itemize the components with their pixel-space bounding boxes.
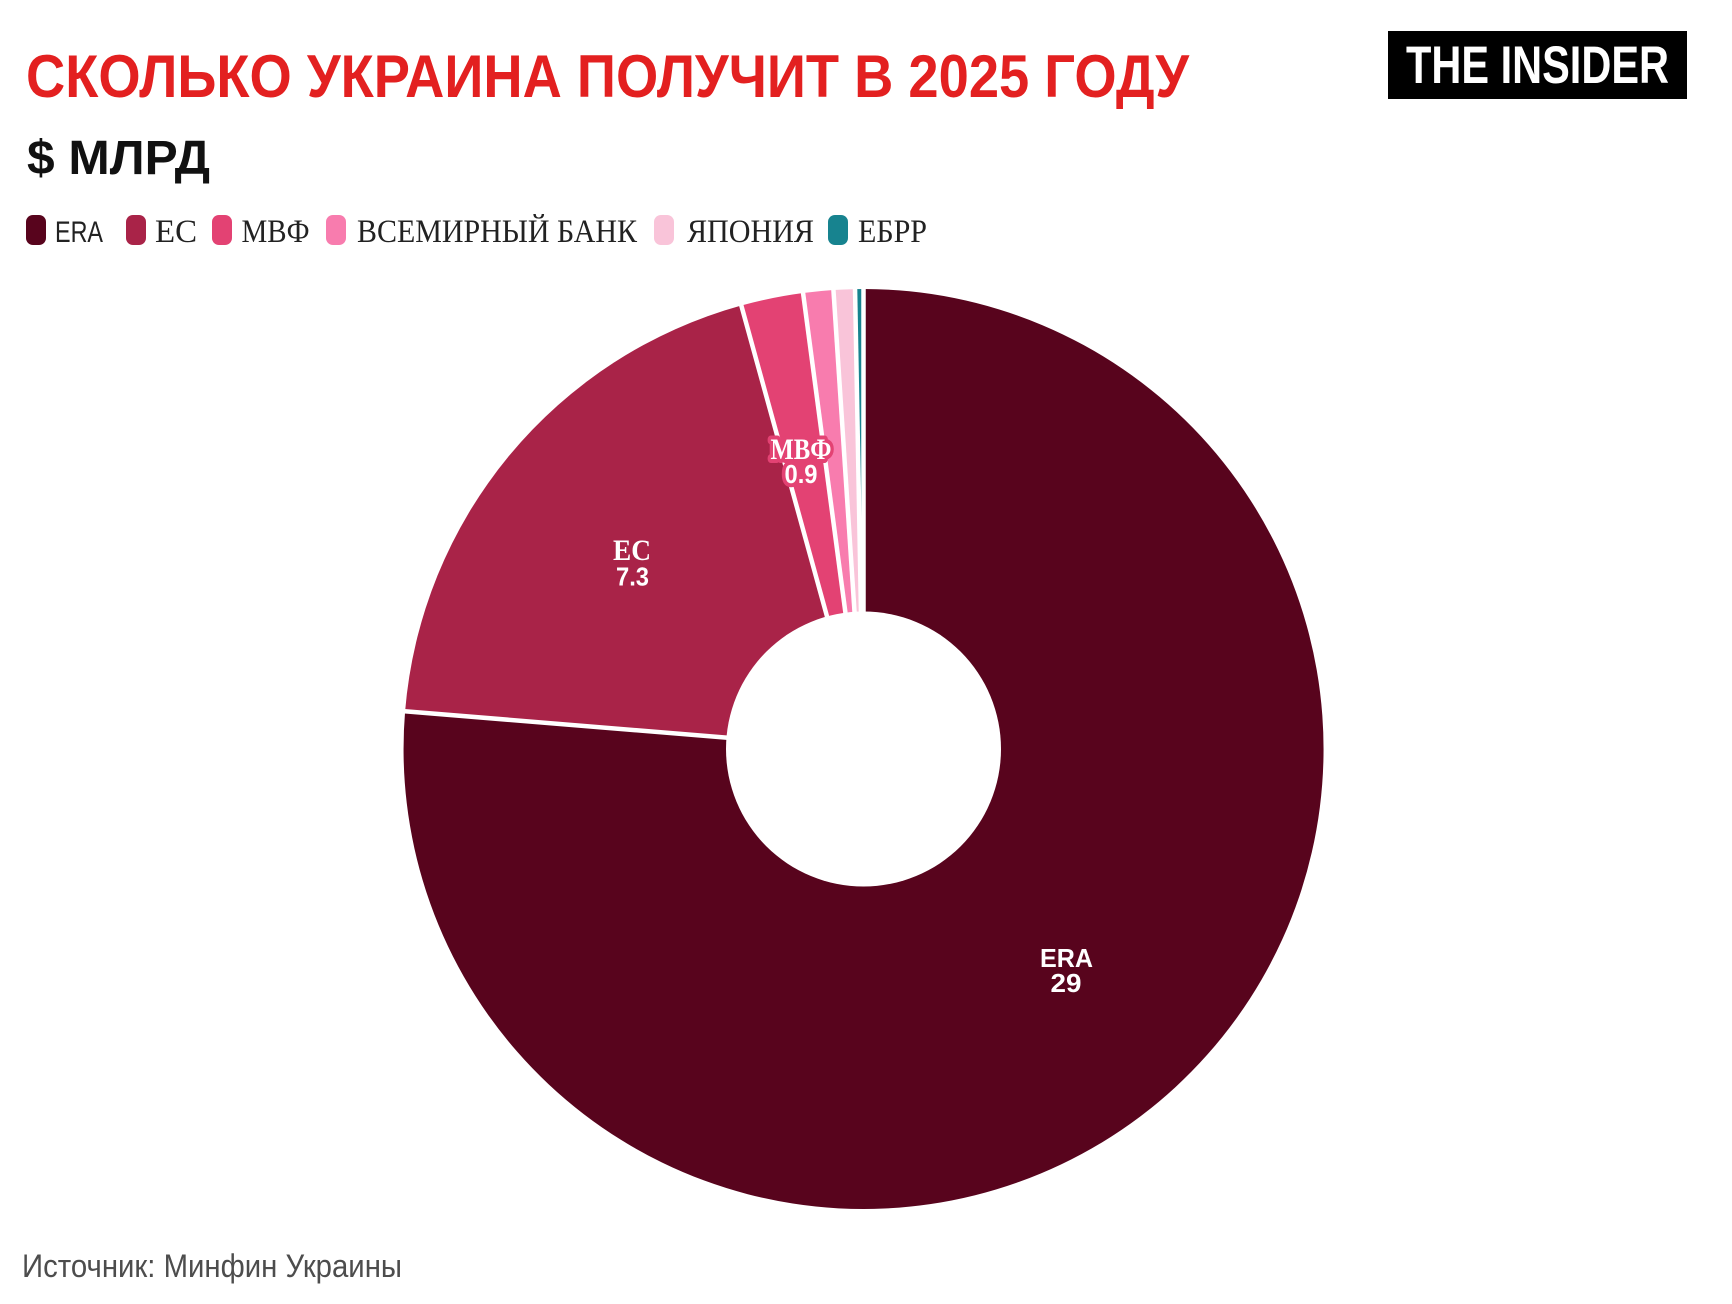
svg-text:7.3: 7.3 bbox=[616, 562, 649, 592]
svg-text:МВФ: МВФ bbox=[242, 214, 310, 250]
svg-text:ERA: ERA bbox=[55, 216, 103, 249]
svg-text:ЕС: ЕС bbox=[613, 534, 651, 567]
svg-text:ВСЕМИРНЫЙ БАНК: ВСЕМИРНЫЙ БАНК bbox=[357, 213, 638, 250]
svg-text:ERA: ERA bbox=[1040, 943, 1093, 973]
svg-text:29: 29 bbox=[1051, 968, 1082, 998]
svg-text:Источник: Минфин Украины: Источник: Минфин Украины bbox=[22, 1248, 402, 1284]
svg-text:0.9: 0.9 bbox=[785, 459, 818, 489]
svg-text:ЕС: ЕС bbox=[155, 214, 197, 250]
svg-text:ЕБРР: ЕБРР bbox=[858, 214, 927, 250]
svg-text:ЯПОНИЯ: ЯПОНИЯ bbox=[687, 214, 814, 250]
svg-text:THE INSIDER: THE INSIDER bbox=[1406, 36, 1669, 95]
svg-text:$ МЛРД: $ МЛРД bbox=[27, 132, 210, 185]
svg-text:СКОЛЬКО УКРАИНА ПОЛУЧИТ В 2025: СКОЛЬКО УКРАИНА ПОЛУЧИТ В 2025 ГОДУ bbox=[26, 43, 1190, 110]
svg-text:МВФ: МВФ bbox=[771, 433, 832, 466]
